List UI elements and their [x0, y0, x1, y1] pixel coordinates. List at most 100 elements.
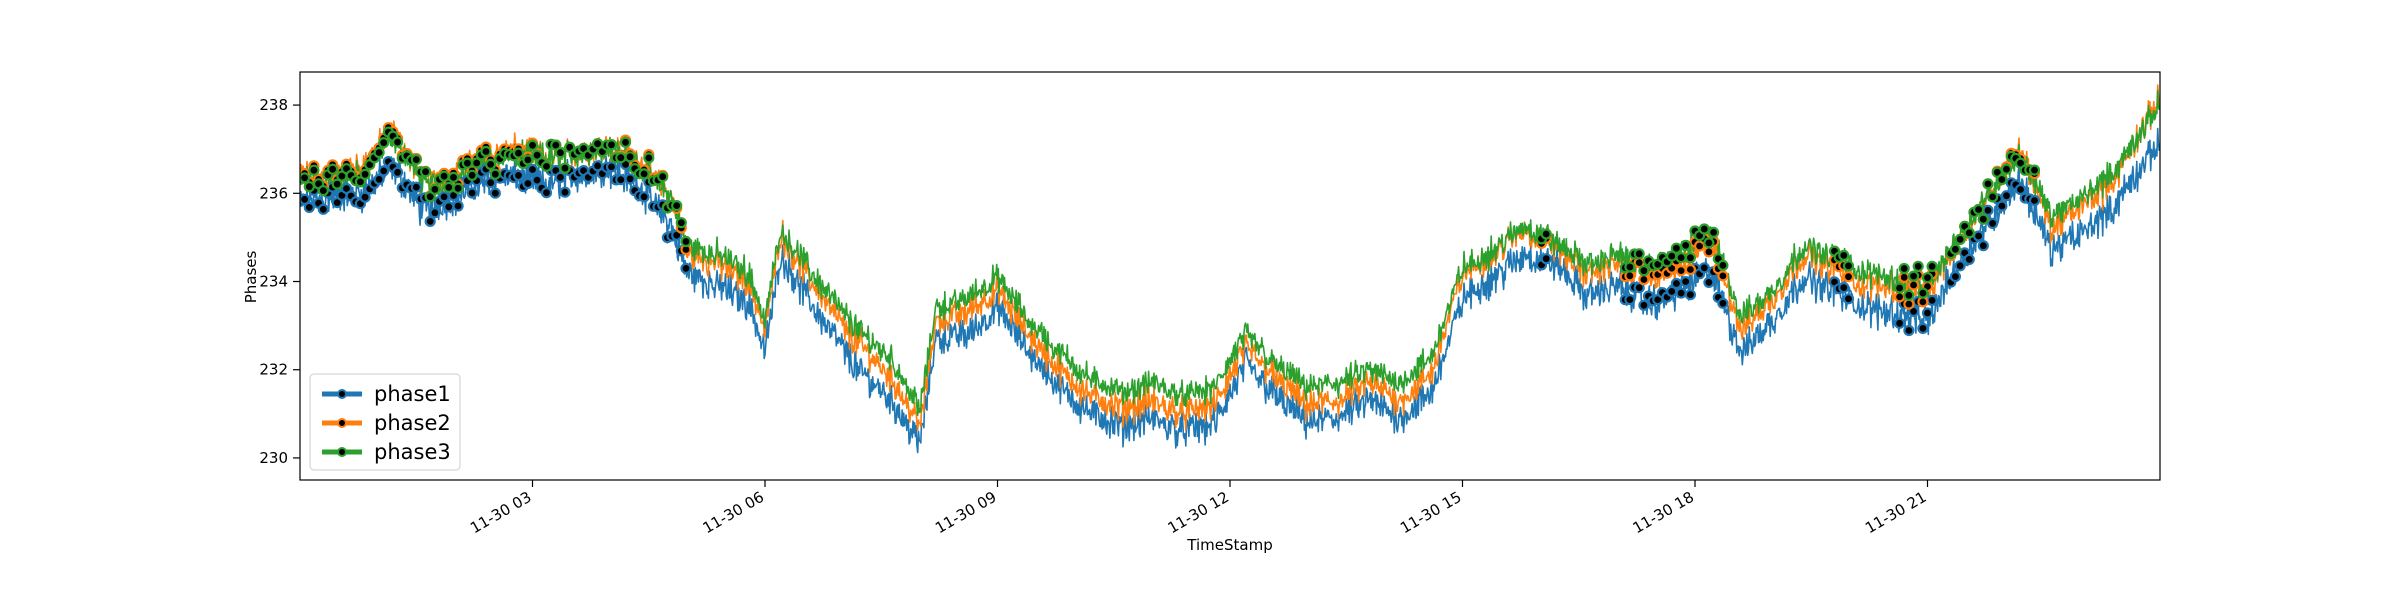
marker-phase2	[1638, 273, 1650, 286]
highlight-markers	[300, 122, 2041, 337]
marker-phase3	[657, 171, 669, 183]
marker-phase1	[1917, 322, 1929, 334]
marker-phase1	[605, 161, 618, 173]
marker-phase1	[680, 262, 692, 274]
marker-phase3	[1893, 282, 1906, 294]
marker-phase2	[1703, 246, 1715, 258]
marker-phase1	[638, 191, 650, 203]
marker-phase1	[1949, 271, 1962, 283]
marker-phase3	[638, 168, 650, 180]
marker-phase3	[1540, 228, 1552, 240]
marker-phase3	[447, 171, 460, 183]
marker-phase3	[1703, 237, 1715, 249]
marker-phase3	[303, 181, 315, 193]
marker-phase3	[1921, 272, 1934, 284]
marker-phase3	[429, 183, 441, 195]
x-tick-label: 11-30 06	[700, 488, 767, 537]
marker-phase3	[354, 176, 366, 188]
marker-phase1	[1842, 293, 1855, 305]
marker-phase1	[2000, 190, 2013, 202]
marker-phase3	[1917, 287, 1929, 299]
marker-phase3	[526, 139, 539, 151]
marker-phase1	[438, 191, 450, 203]
marker-phase3	[1838, 249, 1850, 261]
marker-phase3	[327, 163, 339, 175]
marker-phase1	[429, 207, 441, 219]
marker-phase3	[1680, 239, 1692, 251]
marker-phase3	[522, 154, 534, 166]
marker-phase1	[1926, 294, 1938, 306]
marker-phase1	[1675, 287, 1687, 299]
marker-phase3	[540, 160, 553, 172]
legend-marker-phase1	[337, 389, 347, 399]
marker-phase1	[1903, 324, 1915, 337]
marker-phase3	[605, 139, 618, 151]
marker-phase1	[615, 174, 627, 186]
marker-phase3	[392, 136, 404, 148]
marker-phase3	[452, 182, 464, 194]
marker-phase3	[1949, 243, 1962, 255]
marker-phase1	[1698, 262, 1710, 274]
marker-phase1	[1954, 260, 1966, 272]
marker-phase1	[624, 173, 636, 185]
marker-phase1	[1893, 317, 1906, 329]
marker-phase3	[680, 235, 692, 248]
marker-phase1	[540, 187, 553, 199]
marker-phase1	[1982, 204, 1994, 216]
x-tick-label: 11-30 21	[1862, 488, 1929, 537]
y-tick-label: 230	[259, 449, 288, 467]
marker-phase1	[303, 201, 315, 213]
series-line-phase3	[300, 89, 2160, 417]
marker-phase1	[1972, 230, 1985, 242]
marker-phase2	[1898, 271, 1910, 283]
marker-phase1	[1624, 294, 1636, 306]
marker-phase3	[675, 217, 687, 229]
marker-phase3	[480, 145, 492, 158]
marker-phase1	[526, 163, 539, 176]
marker-phase3	[300, 172, 311, 184]
marker-phase1	[424, 215, 436, 227]
marker-phase1	[1986, 217, 1999, 229]
marker-phase3	[378, 137, 390, 149]
marker-phase1	[1838, 282, 1850, 294]
marker-phase1	[1996, 200, 2008, 212]
marker-phase1	[489, 187, 501, 199]
legend-label-phase2: phase2	[374, 411, 451, 435]
y-axis-label: Phases	[242, 251, 260, 304]
marker-phase3	[420, 166, 432, 178]
x-tick-label: 11-30 09	[932, 488, 999, 537]
marker-phase3	[1963, 227, 1975, 239]
marker-phase3	[443, 181, 455, 193]
marker-phase3	[2028, 164, 2041, 176]
marker-phase3	[1707, 226, 1720, 238]
x-tick-label: 11-30 12	[1165, 488, 1232, 537]
marker-phase3	[308, 164, 320, 176]
marker-phase3	[438, 170, 450, 182]
marker-phase1	[512, 169, 525, 181]
marker-phase3	[489, 168, 501, 180]
marker-phase3	[1907, 270, 1920, 282]
marker-phase3	[1926, 260, 1938, 272]
x-tick-label: 11-30 18	[1630, 488, 1697, 537]
marker-phase1	[1703, 276, 1715, 288]
marker-phase1	[554, 171, 567, 183]
marker-phase3	[1986, 191, 1999, 203]
marker-phase2	[1893, 291, 1906, 303]
legend-marker-phase3	[337, 447, 347, 457]
marker-phase3	[1670, 242, 1683, 254]
marker-phase3	[410, 154, 422, 166]
marker-phase3	[512, 147, 525, 159]
marker-phase2	[1907, 279, 1920, 291]
marker-phase1	[559, 186, 571, 198]
x-tick-label: 11-30 15	[1397, 488, 1464, 537]
marker-phase1	[1684, 289, 1697, 301]
marker-phase1	[1963, 253, 1975, 265]
marker-phase3	[1633, 248, 1645, 260]
marker-phase1	[317, 203, 329, 215]
marker-phase3	[359, 168, 371, 180]
marker-phase3	[1717, 259, 1729, 271]
legend-label-phase1: phase1	[374, 382, 451, 406]
legend-label-phase3: phase3	[374, 440, 451, 464]
marker-phase3	[1698, 223, 1710, 235]
marker-phase3	[1912, 260, 1924, 272]
